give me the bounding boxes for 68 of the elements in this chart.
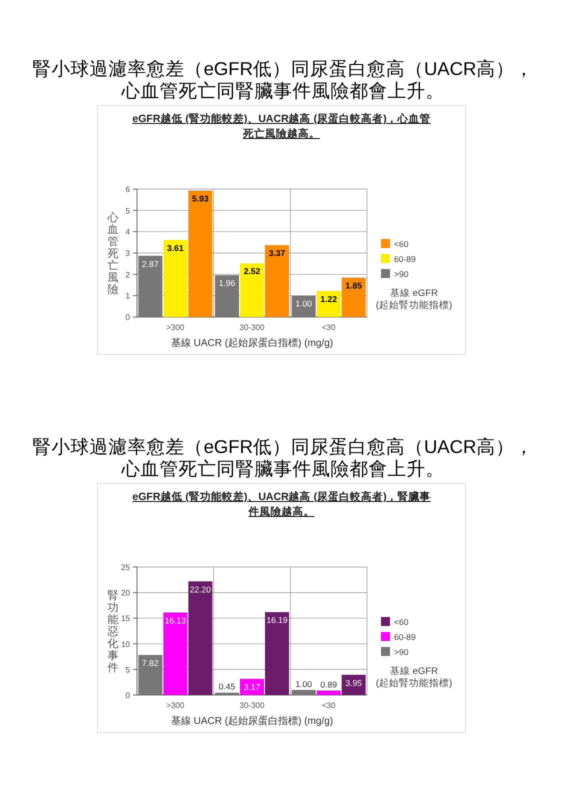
bar [292,690,316,695]
y-tick-label: 0 [126,691,131,700]
chart-subtitle: eGFR越低 (腎功能較差)、UACR越高 (尿蛋白較高者)，心血管死亡風險越高。 [131,112,432,142]
y-tick-label: 0 [126,313,131,322]
legend-label: >90 [394,269,409,279]
legend-label: 60-89 [394,632,416,642]
legend-label: <60 [394,617,409,627]
y-axis-title: 腎功能惡化事件 [106,590,118,674]
bar [163,240,188,317]
data-label: 3.95 [345,678,362,688]
legend-label: <60 [394,239,409,249]
data-label: 1.00 [295,678,312,689]
data-label: 1.85 [345,280,362,291]
data-label: 1.22 [320,294,338,304]
data-label: 2.87 [142,258,159,269]
bar [292,296,316,317]
x-tick-label: >300 [166,323,185,332]
x-tick-label: <30 [322,701,336,710]
bar [316,690,341,695]
bar [240,263,264,317]
y-axis-title: 心血管死亡風險 [106,211,118,296]
x-tick-label: >300 [166,701,185,710]
bar [215,275,239,317]
data-label: 22.20 [190,584,212,594]
bar [188,190,212,317]
y-tick-label: 2 [126,270,131,280]
bar [265,612,289,695]
bar [163,612,188,695]
y-tick-label: 25 [121,563,131,572]
data-label: 3.61 [167,242,184,253]
legend-label: 60-89 [394,254,416,264]
chart-subtitle: eGFR越低 (腎功能較差)、UACR越高 (尿蛋白較高者)，腎臟事件風險越高。 [131,490,432,520]
y-tick-label: 5 [126,665,131,674]
data-label: 16.13 [164,615,186,626]
bar [265,245,289,317]
bar [188,581,212,695]
x-tick-label: 30-300 [240,323,265,332]
data-label: 0.89 [320,679,338,690]
data-label: 3.37 [268,248,286,258]
chart-title: 腎小球過濾率愈差（eGFR低）同尿蛋白愈高（UACR高），心血管死亡同腎臟事件風險都會上升。 [32,58,534,102]
x-axis-title: 基線 UACR (起始尿蛋白指標) (mg/g) [170,337,334,349]
y-tick-label: 3 [126,249,131,258]
y-tick-label: 1 [126,292,131,301]
y-tick-label: 20 [121,588,131,598]
x-tick-label: <30 [322,323,336,332]
y-tick-label: 15 [121,614,131,624]
x-tick-label: 30-300 [240,701,265,710]
data-label: 1.00 [295,298,312,309]
data-label: 5.93 [192,193,209,204]
chart-title: 腎小球過濾率愈差（eGFR低）同尿蛋白愈高（UACR高），心血管死亡同腎臟事件風險都會上升。 [32,436,534,480]
y-tick-label: 6 [126,185,131,194]
bar [342,278,366,317]
bar [138,256,162,317]
legend-title: 基線 eGFR (起始腎功能指標) [374,666,454,690]
legend-label: >90 [394,647,409,657]
y-tick-label: 4 [126,228,131,237]
data-label: 0.45 [218,682,236,692]
bar [316,290,341,317]
data-label: 16.19 [266,615,288,626]
x-axis-title: 基線 UACR (起始尿蛋白指標) (mg/g) [170,715,334,727]
y-tick-label: 5 [126,206,131,216]
y-tick-label: 10 [121,640,131,649]
legend-title: 基線 eGFR (起始腎功能指標) [374,288,454,312]
data-label: 1.96 [218,278,236,288]
data-label: 3.17 [244,682,261,692]
data-label: 7.82 [142,658,159,668]
bar [138,654,162,695]
data-label: 2.52 [244,266,261,276]
